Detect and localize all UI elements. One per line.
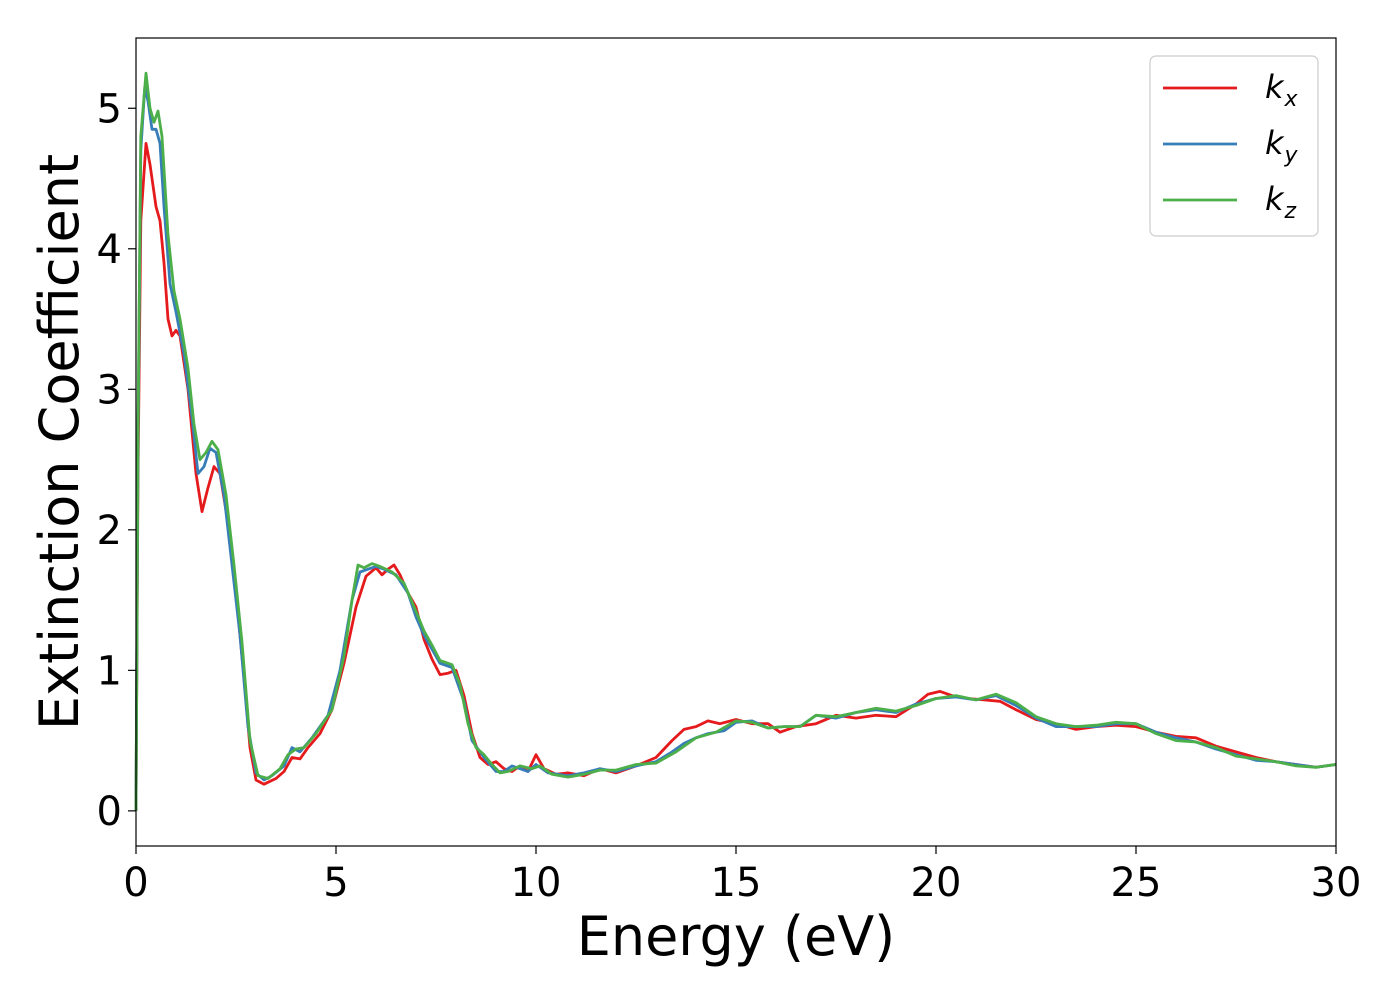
legend-frame — [1149, 55, 1319, 237]
series-line-y — [134, 85, 1337, 811]
x-tick-label: 25 — [1111, 860, 1162, 906]
x-tick-label: 30 — [1311, 860, 1362, 906]
x-axis-title: Energy (eV) — [577, 905, 896, 968]
x-tick-label: 10 — [511, 860, 562, 906]
y-tick-label: 2 — [97, 508, 122, 554]
y-tick-label: 1 — [97, 648, 122, 694]
x-axis-ticks: 0 5 10 15 20 25 30 — [123, 846, 1361, 906]
y-axis-title: Extinction Coefficient — [28, 154, 91, 730]
x-tick-label: 15 — [711, 860, 762, 906]
x-tick-label: 0 — [123, 860, 148, 906]
x-tick-label: 20 — [911, 860, 962, 906]
x-tick-label: 5 — [323, 860, 348, 906]
y-axis-ticks: 0 1 2 3 4 5 — [97, 86, 136, 835]
series-layer — [134, 71, 1337, 811]
series-line-x — [134, 142, 1337, 811]
y-tick-label: 4 — [97, 227, 122, 273]
series-line-z — [134, 71, 1337, 811]
y-tick-label: 3 — [97, 367, 122, 413]
y-tick-label: 0 — [97, 789, 122, 835]
y-tick-label: 5 — [97, 86, 122, 132]
